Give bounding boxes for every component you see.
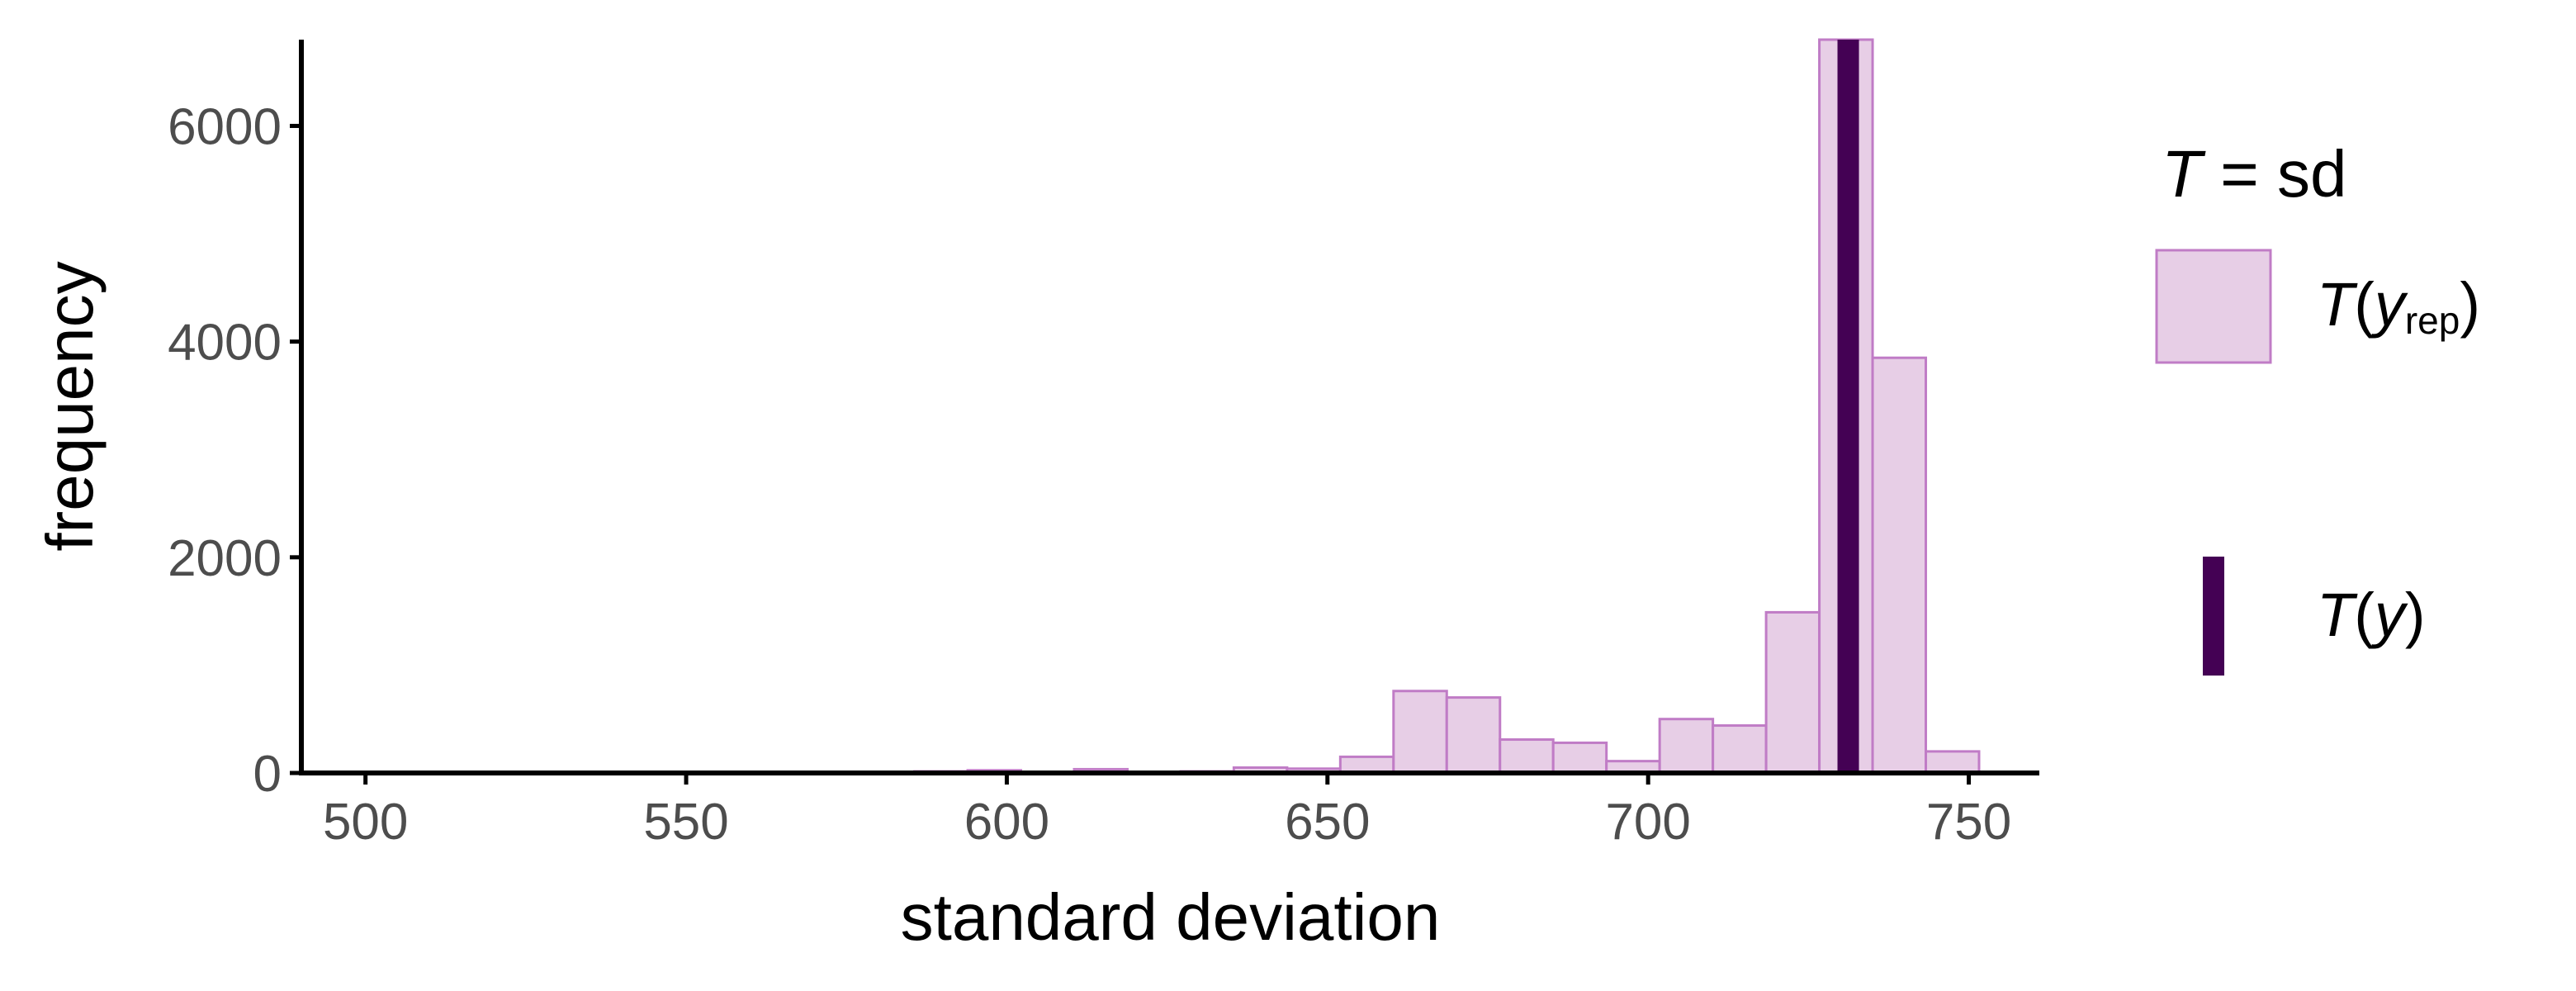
y-tick-label: 6000 [168,98,282,155]
axes [299,40,2039,775]
legend-rep-subscript: rep [2405,299,2460,342]
y-tick-label: 2000 [168,530,282,587]
y-tick-label: 4000 [168,315,282,372]
legend-obs-T: T [2317,581,2358,649]
histogram-bar [1499,738,1555,775]
legend-obs-open-paren: ( [2354,581,2375,649]
histogram-bar [1658,718,1715,775]
axis-ticks: 500 550 600 650 700 750 0 2000 4000 6000 [168,98,2011,851]
legend-title-symbol: T [2162,137,2206,211]
legend-observed-label: T(y) [2317,581,2426,649]
histogram-bar [1392,690,1448,775]
x-tick-label: 700 [1605,794,1690,851]
legend-obs-y: y [2370,581,2408,649]
y-axis-title: frequency [33,261,107,551]
legend-rep-close-paren: ) [2460,270,2480,339]
x-tick-label: 600 [964,794,1049,851]
observed-statistic-line [1837,40,1859,773]
legend-title: T = sd [2162,137,2347,211]
histogram-bar [1551,741,1608,775]
histogram-bar [1445,696,1502,775]
observed-statistic-layer [1837,40,1859,773]
legend-rep-y: y [2370,270,2408,339]
x-tick-label: 650 [1285,794,1370,851]
legend-title-text: = sd [2202,137,2347,211]
histogram-bar [1925,750,1981,775]
legend-rep-open-paren: ( [2354,270,2375,339]
histogram-bars [913,38,1981,775]
y-tick-label: 0 [253,746,282,803]
x-tick-label: 550 [643,794,728,851]
histogram-bar [1712,724,1768,775]
legend-rep-label: T(yrep) [2317,270,2480,342]
legend-observed-swatch [2203,557,2224,676]
legend-rep-T: T [2317,270,2358,339]
x-tick-label: 750 [1926,794,2011,851]
histogram-bar [1871,356,1928,775]
x-axis-title: standard deviation [901,880,1441,954]
histogram-bar [1764,610,1821,775]
x-tick-label: 500 [323,794,408,851]
legend-rep-swatch [2155,249,2272,364]
legend: T = sd T(yrep) T(y) [2155,137,2480,676]
legend-obs-close-paren: ) [2405,581,2426,649]
